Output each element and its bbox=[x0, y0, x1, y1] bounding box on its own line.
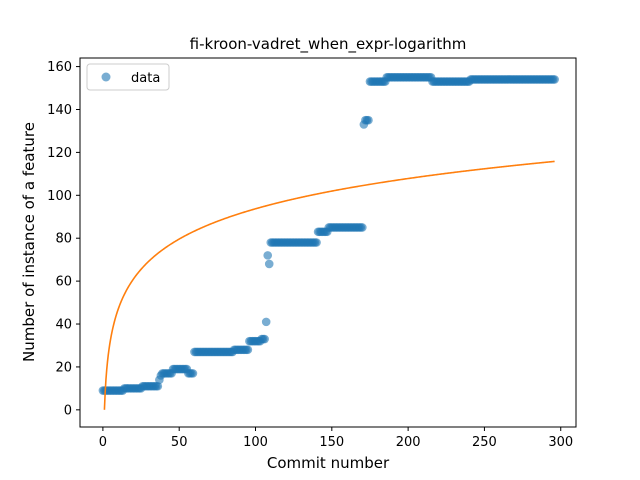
data-point bbox=[263, 251, 273, 260]
y-tick-label: 0 bbox=[64, 403, 72, 418]
x-tick-label: 250 bbox=[472, 435, 497, 450]
data-point bbox=[260, 334, 269, 344]
y-tick-label: 40 bbox=[55, 318, 72, 333]
data-point bbox=[153, 381, 163, 391]
y-axis-label: Number of instance of a feature bbox=[20, 122, 38, 362]
x-tick-label: 150 bbox=[319, 435, 344, 450]
log-fit-line bbox=[103, 160, 555, 410]
x-tick-label: 0 bbox=[99, 435, 107, 450]
data-series bbox=[98, 73, 559, 395]
series-layer bbox=[98, 73, 559, 410]
x-tick-label: 50 bbox=[171, 435, 188, 450]
data-point bbox=[188, 369, 198, 378]
x-tick-label: 300 bbox=[548, 435, 573, 450]
data-point bbox=[312, 238, 321, 247]
legend-box bbox=[86, 63, 170, 91]
y-tick-label: 160 bbox=[47, 60, 72, 75]
y-tick-label: 80 bbox=[55, 232, 72, 247]
x-axis-label: Commit number bbox=[267, 454, 390, 472]
data-point bbox=[261, 317, 271, 327]
legend-marker-data bbox=[101, 72, 111, 82]
y-tick-label: 120 bbox=[47, 146, 72, 161]
data-point bbox=[364, 115, 373, 125]
legend-label-data: data bbox=[131, 71, 160, 86]
x-tick-label: 100 bbox=[243, 435, 268, 450]
y-tick-label: 100 bbox=[47, 189, 72, 204]
data-point bbox=[358, 223, 367, 232]
chart-title: fi-kroon-vadret_when_expr-logarithm bbox=[190, 35, 467, 54]
plot-frame bbox=[79, 57, 577, 428]
data-point bbox=[550, 75, 559, 84]
legend: data bbox=[86, 63, 170, 91]
y-tick-label: 20 bbox=[55, 360, 72, 375]
data-point bbox=[243, 345, 253, 355]
data-point bbox=[264, 259, 274, 269]
ticks-layer: 0 50 100 150 200 250 300 0 20 40 60 80 100 120 140 160 bbox=[47, 60, 573, 450]
y-tick-label: 140 bbox=[47, 103, 72, 118]
y-tick-label: 60 bbox=[55, 275, 72, 290]
x-tick-label: 200 bbox=[396, 435, 421, 450]
